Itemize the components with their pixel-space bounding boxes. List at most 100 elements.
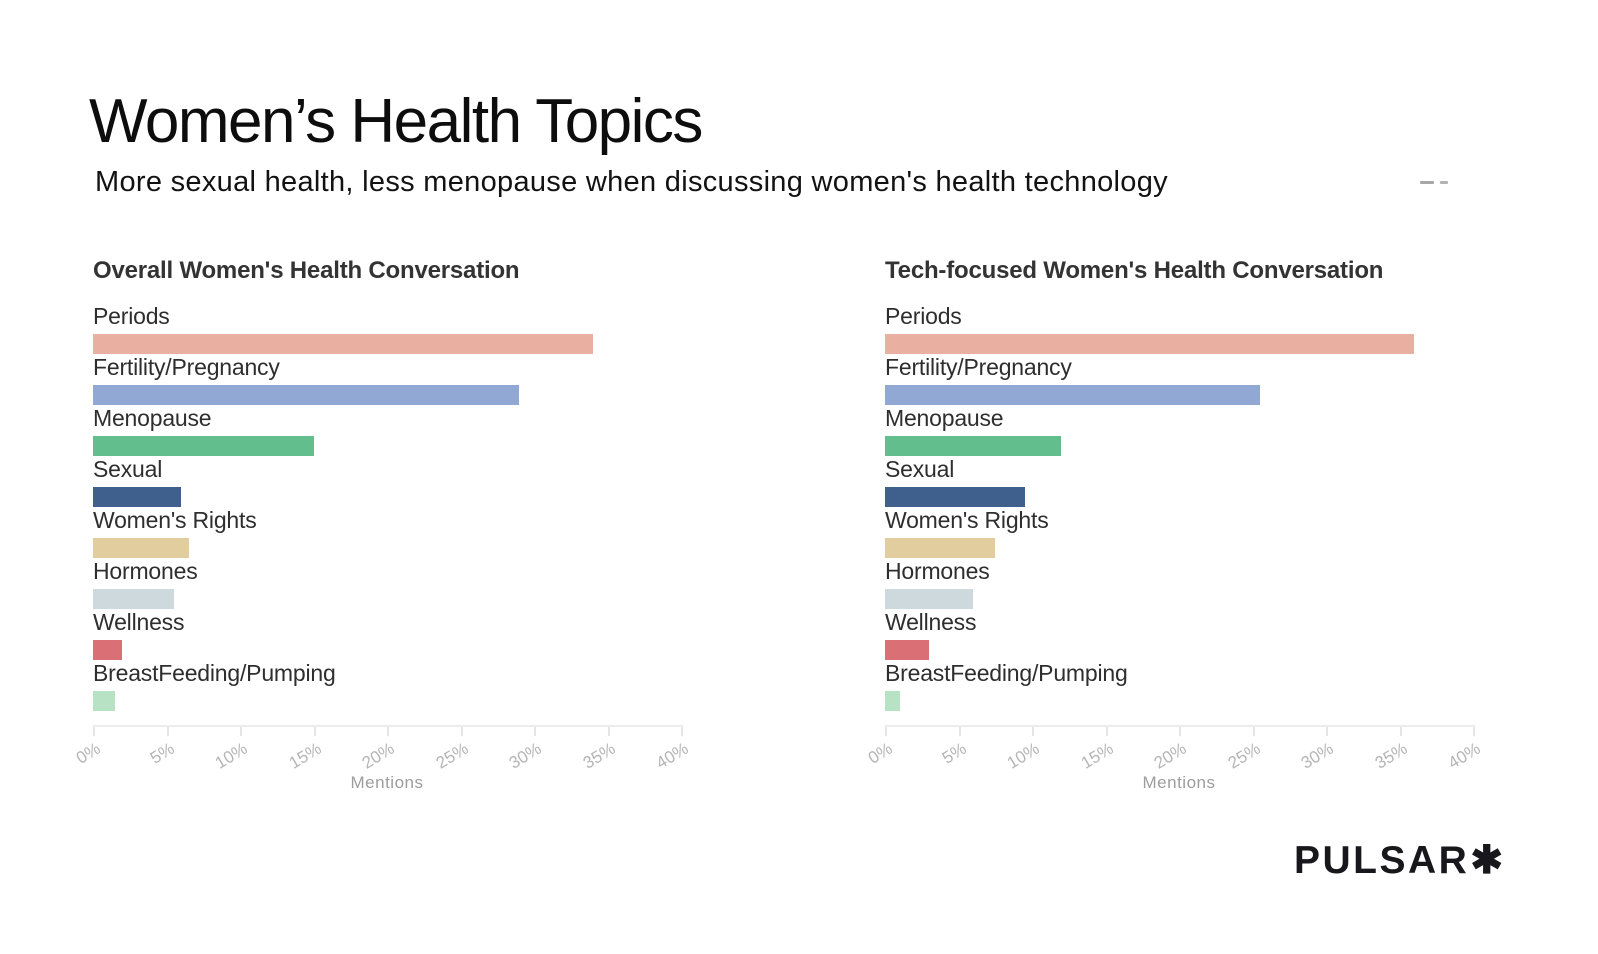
x-axis: 0%5%10%15%20%25%30%35%40%Mentions	[885, 725, 1473, 825]
bar-women-s-rights	[93, 538, 189, 558]
axis-tick	[1179, 727, 1181, 736]
category-label-fertility-pregnancy: Fertility/Pregnancy	[885, 354, 1414, 381]
category-row: Periods	[885, 303, 1414, 354]
bar-rows: Periods Fertility/Pregnancy Menopause Sexua…	[885, 303, 1414, 711]
bar-wellness	[885, 640, 929, 660]
bar-hormones	[93, 589, 174, 609]
axis-tick	[314, 727, 316, 736]
axis-tick	[240, 727, 242, 736]
category-row: Hormones	[885, 558, 1414, 609]
bar-periods	[885, 334, 1414, 354]
screen-artifact-dash	[1420, 181, 1434, 184]
category-row: Women's Rights	[885, 507, 1414, 558]
axis-tick	[959, 727, 961, 736]
bar-hormones	[885, 589, 973, 609]
bar-breastfeeding-pumping	[885, 691, 900, 711]
chart-title: Overall Women's Health Conversation	[93, 257, 519, 285]
axis-tick	[1400, 727, 1402, 736]
bar-sexual	[93, 487, 181, 507]
bar-fertility-pregnancy	[885, 385, 1260, 405]
chart-tech-conversation: Tech-focused Women's Health Conversation…	[885, 257, 1525, 837]
category-label-fertility-pregnancy: Fertility/Pregnancy	[93, 354, 593, 381]
slide-canvas: Women’s Health Topics More sexual health…	[0, 0, 1598, 954]
page-title: Women’s Health Topics	[89, 86, 702, 157]
category-row: Fertility/Pregnancy	[93, 354, 593, 405]
bar-wellness	[93, 640, 122, 660]
axis-tick	[1253, 727, 1255, 736]
axis-tick	[93, 727, 95, 736]
axis-tick-label: 5%	[938, 739, 969, 769]
category-row: Wellness	[885, 609, 1414, 660]
category-row: Sexual	[885, 456, 1414, 507]
category-row: Sexual	[93, 456, 593, 507]
bar-periods	[93, 334, 593, 354]
x-axis-label: Mentions	[1143, 773, 1216, 793]
pulsar-logo: PULSAR✱	[1294, 838, 1503, 883]
bar-menopause	[885, 436, 1061, 456]
page-subtitle: More sexual health, less menopause when …	[95, 166, 1168, 199]
category-label-periods: Periods	[93, 303, 593, 330]
category-label-sexual: Sexual	[885, 456, 1414, 483]
axis-tick-label: 40%	[653, 739, 692, 774]
axis-tick-label: 20%	[1151, 739, 1190, 774]
category-label-breastfeeding-pumping: BreastFeeding/Pumping	[885, 660, 1414, 687]
bar-menopause	[93, 436, 314, 456]
axis-tick	[167, 727, 169, 736]
x-axis-label: Mentions	[351, 773, 424, 793]
category-row: Menopause	[885, 405, 1414, 456]
axis-tick	[608, 727, 610, 736]
bar-breastfeeding-pumping	[93, 691, 115, 711]
category-label-wellness: Wellness	[885, 609, 1414, 636]
axis-tick-label: 20%	[359, 739, 398, 774]
category-row: Menopause	[93, 405, 593, 456]
axis-tick-label: 15%	[1077, 739, 1116, 774]
bar-sexual	[885, 487, 1025, 507]
axis-tick-label: 30%	[1298, 739, 1337, 774]
category-label-menopause: Menopause	[885, 405, 1414, 432]
category-row: BreastFeeding/Pumping	[93, 660, 593, 711]
axis-tick	[1473, 727, 1475, 736]
axis-tick	[885, 727, 887, 736]
x-axis: 0%5%10%15%20%25%30%35%40%Mentions	[93, 725, 681, 825]
chart-overall-conversation: Overall Women's Health Conversation Peri…	[93, 257, 733, 837]
pulsar-asterisk-icon: ✱	[1470, 839, 1503, 882]
axis-tick	[461, 727, 463, 736]
axis-tick	[1106, 727, 1108, 736]
axis-tick-label: 10%	[212, 739, 251, 774]
category-row: Periods	[93, 303, 593, 354]
category-label-hormones: Hormones	[93, 558, 593, 585]
axis-tick-label: 10%	[1004, 739, 1043, 774]
category-row: Wellness	[93, 609, 593, 660]
axis-tick-label: 30%	[506, 739, 545, 774]
axis-tick-label: 0%	[73, 739, 104, 769]
category-label-breastfeeding-pumping: BreastFeeding/Pumping	[93, 660, 593, 687]
category-label-women-s-rights: Women's Rights	[93, 507, 593, 534]
axis-tick	[1032, 727, 1034, 736]
category-row: Hormones	[93, 558, 593, 609]
category-label-wellness: Wellness	[93, 609, 593, 636]
bar-women-s-rights	[885, 538, 995, 558]
axis-tick-label: 40%	[1445, 739, 1484, 774]
pulsar-logo-text: PULSAR	[1294, 839, 1469, 882]
category-label-menopause: Menopause	[93, 405, 593, 432]
axis-tick-label: 35%	[1371, 739, 1410, 774]
category-row: BreastFeeding/Pumping	[885, 660, 1414, 711]
axis-tick-label: 25%	[432, 739, 471, 774]
axis-tick-label: 25%	[1224, 739, 1263, 774]
category-label-periods: Periods	[885, 303, 1414, 330]
axis-tick-label: 35%	[579, 739, 618, 774]
bar-rows: Periods Fertility/Pregnancy Menopause Sexua…	[93, 303, 593, 711]
chart-title: Tech-focused Women's Health Conversation	[885, 257, 1383, 285]
axis-tick-label: 5%	[146, 739, 177, 769]
category-label-women-s-rights: Women's Rights	[885, 507, 1414, 534]
bar-fertility-pregnancy	[93, 385, 519, 405]
category-row: Women's Rights	[93, 507, 593, 558]
screen-artifact-dash	[1440, 181, 1448, 184]
category-label-hormones: Hormones	[885, 558, 1414, 585]
axis-tick	[1326, 727, 1328, 736]
category-row: Fertility/Pregnancy	[885, 354, 1414, 405]
axis-tick	[681, 727, 683, 736]
category-label-sexual: Sexual	[93, 456, 593, 483]
axis-tick	[534, 727, 536, 736]
axis-tick-label: 0%	[865, 739, 896, 769]
